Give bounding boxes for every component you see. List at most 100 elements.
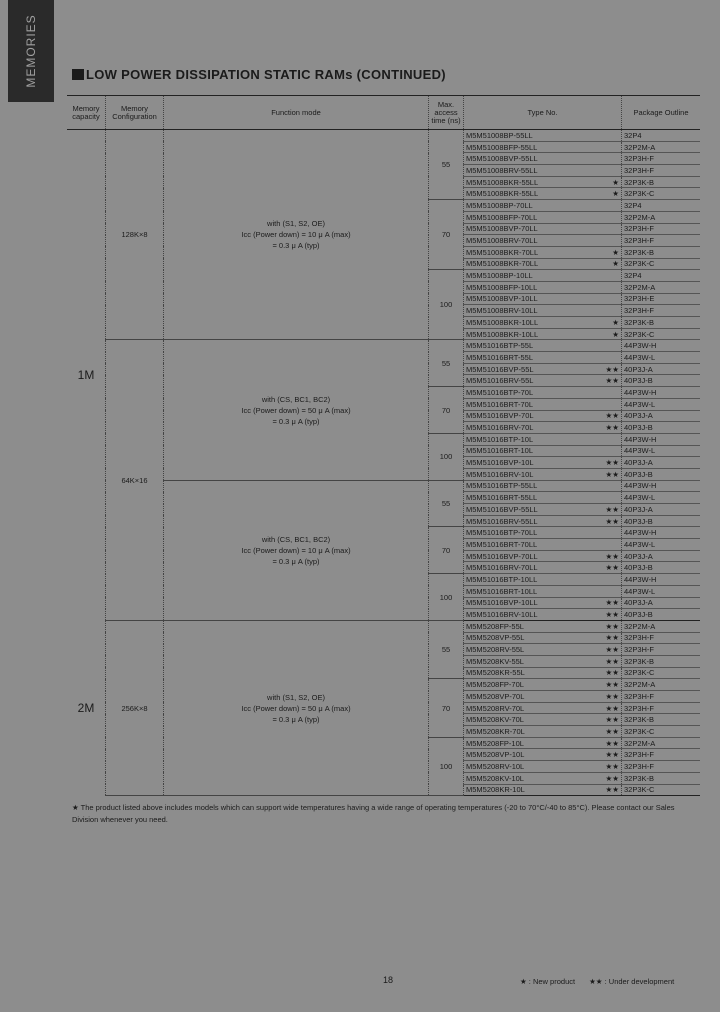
status-mark: ★★	[601, 550, 622, 563]
package: 32P3K-C	[621, 784, 700, 797]
header-row: Memory capacity Memory Configuration Fun…	[67, 95, 700, 130]
table-row: M5M51016BVP-10L ★★ 40P3J-A	[67, 456, 700, 469]
type-no: M5M51016BRT-55L	[463, 351, 601, 364]
status-mark: ★★	[601, 678, 622, 691]
status-mark-cell	[601, 223, 622, 236]
status-mark: ★★	[601, 632, 622, 645]
status-mark-cell	[601, 538, 622, 551]
status-mark: ★★	[601, 725, 622, 738]
table-row: M5M5208KR-10L ★★ 32P3K-C	[67, 784, 700, 797]
table-row: 70 M5M51016BTP-70L 44P3W-H	[67, 386, 700, 434]
package: 40P3J-B	[621, 515, 700, 528]
table-row: M5M51016BVP-10LL ★★ 40P3J-A	[67, 597, 700, 610]
package: 32P3H-F	[621, 304, 700, 317]
status-mark: ★★	[601, 748, 622, 762]
status-mark: ★★	[601, 737, 622, 750]
legend: ★ : New product ★★ : Under development	[520, 977, 688, 986]
function-line: = 0.3 μ A (typ)	[272, 714, 320, 724]
ram-table: Memory capacity Memory Configuration Fun…	[67, 95, 700, 797]
table-row: M5M51016BRT-70LL 44P3W-L	[67, 538, 700, 551]
header-function: Function mode	[163, 95, 429, 130]
type-no: M5M51008BP-70LL	[463, 199, 601, 212]
type-no: M5M5208RV-70L	[463, 702, 601, 715]
function-mode: with (S1, S2, OE) Icc (Power down) = 50 μ…	[163, 620, 429, 797]
package: 32P3K-C	[621, 667, 700, 680]
package: 44P3W-H	[621, 480, 700, 493]
table-row: M5M51008BVP-10LL 32P3H-E	[67, 293, 700, 306]
type-no: M5M5208VP-70L	[463, 690, 601, 703]
status-mark-cell	[601, 573, 622, 586]
table-row: 100 M5M51016BTP-10LL 44P3W-H	[67, 573, 700, 621]
table-row: M5M51008BKR-70LL ★ 32P3K-B	[67, 246, 700, 259]
package: 44P3W-L	[621, 398, 700, 411]
type-no: M5M5208FP-10L	[463, 737, 601, 750]
table-row: M5M51008BVP-55LL 32P3H-F	[67, 152, 700, 166]
table-row: 70 M5M51016BTP-70LL 44P3W-H	[67, 526, 700, 575]
function-mode: with (CS, BC1, BC2) Icc (Power down) = 50…	[163, 339, 429, 481]
function-line: with (S1, S2, OE)	[267, 219, 325, 229]
configuration: 128K×8	[105, 129, 164, 341]
type-no: M5M51008BKR-70LL	[463, 246, 601, 259]
type-no: M5M51008BKR-10LL	[463, 316, 601, 329]
status-mark-cell	[601, 129, 622, 142]
table-row: M5M51016BRT-10LL 44P3W-L	[67, 585, 700, 598]
function-line: Icc (Power down) = 50 μ A (max)	[241, 703, 351, 713]
status-mark-cell	[601, 480, 622, 493]
table-row: M5M51008BFP-10LL 32P2M-A	[67, 281, 700, 294]
table-row: M5M51016BRV-70L ★★ 40P3J-B	[67, 421, 700, 434]
package: 32P3K-C	[621, 328, 700, 341]
status-mark: ★	[601, 258, 622, 271]
package: 44P3W-H	[621, 526, 700, 540]
function-mode: with (S1, S2, OE) Icc (Power down) = 10 μ…	[163, 129, 429, 341]
status-mark-cell	[601, 199, 622, 212]
package: 32P3H-F	[621, 152, 700, 166]
status-mark: ★★	[601, 515, 622, 528]
status-mark-cell	[601, 491, 622, 504]
status-mark-cell	[601, 211, 622, 224]
table-row: M5M5208KR-70L ★★ 32P3K-C	[67, 725, 700, 738]
sidebar-label: MEMORIES	[24, 14, 38, 88]
type-no: M5M51008BKR-55LL	[463, 187, 601, 201]
access-time: 70	[428, 386, 464, 434]
type-no: M5M51016BVP-10LL	[463, 597, 601, 610]
package: 32P2M-A	[621, 281, 700, 294]
package: 32P3H-F	[621, 643, 700, 656]
table-row: M5M5208KV-70L ★★ 32P3K-B	[67, 713, 700, 727]
type-no: M5M51016BRV-55L	[463, 374, 601, 388]
type-no: M5M51016BTP-70LL	[463, 526, 601, 540]
table-row: 64K×16 with (CS, BC1, BC2) Icc (Power down…	[67, 339, 700, 621]
table-row: 100 M5M5208FP-10L ★★ 32P2M-A	[67, 737, 700, 797]
status-mark: ★★	[601, 374, 622, 388]
table-row: M5M5208KV-10L ★★ 32P3K-B	[67, 772, 700, 785]
table-row: M5M5208VP-70L ★★ 32P3H-F	[67, 690, 700, 703]
status-mark: ★	[601, 187, 622, 201]
header-capacity: Memory capacity	[67, 95, 106, 130]
type-no: M5M51008BRV-10LL	[463, 304, 601, 317]
capacity: 2M	[77, 701, 95, 716]
header-time: Max. access time (ns)	[428, 95, 464, 130]
package: 32P3H-E	[621, 293, 700, 306]
status-mark-cell	[601, 141, 622, 154]
status-mark-cell	[601, 339, 622, 353]
function-mode: with (CS, BC1, BC2) Icc (Power down) = 10…	[163, 480, 429, 621]
type-no: M5M5208FP-70L	[463, 678, 601, 691]
table-row: M5M51016BVP-70L ★★ 40P3J-A	[67, 410, 700, 423]
title-text: LOW POWER DISSIPATION STATIC RAMs (CONTI…	[86, 67, 446, 82]
table-row: M5M51016BRT-55LL 44P3W-L	[67, 491, 700, 504]
status-mark-cell	[601, 293, 622, 306]
access-time: 100	[428, 737, 464, 797]
table-row: M5M51016BRT-10L 44P3W-L	[67, 445, 700, 458]
type-no: M5M5208KR-55L	[463, 667, 601, 680]
type-no: M5M51008BFP-10LL	[463, 281, 601, 294]
status-mark: ★★	[601, 772, 622, 785]
function-line: with (CS, BC1, BC2)	[261, 394, 331, 404]
status-mark: ★★	[601, 503, 622, 516]
type-no: M5M51016BRV-10LL	[463, 608, 601, 621]
table-row: M5M51016BRV-10L ★★ 40P3J-B	[67, 468, 700, 481]
package: 32P3K-B	[621, 772, 700, 785]
status-mark: ★★	[601, 410, 622, 423]
package: 32P3H-F	[621, 632, 700, 645]
type-no: M5M51016BVP-10L	[463, 456, 601, 469]
configuration: 64K×16	[105, 339, 164, 621]
table-row: M5M51008BKR-10LL ★ 32P3K-B	[67, 316, 700, 329]
